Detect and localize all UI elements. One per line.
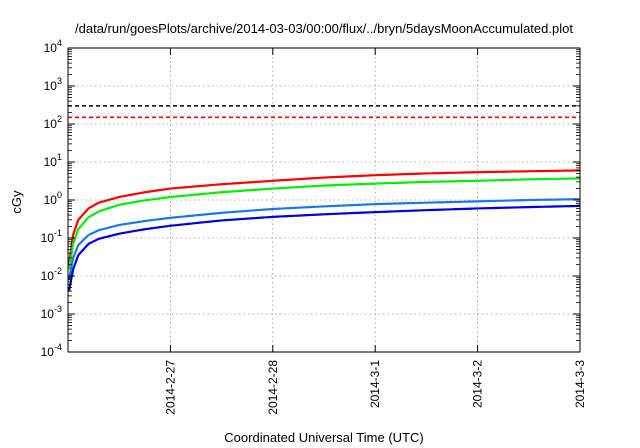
reference-lines — [68, 105, 580, 119]
x-axis: 2014-2-27 2014-2-28 2014-3-1 2014-3-2 2014-3… — [163, 48, 587, 415]
series-line — [67, 169, 581, 265]
x-tick-label: 2014-3-1 — [368, 360, 382, 408]
y-tick-label: 10-3 — [41, 304, 62, 321]
y-tick-label: 104 — [44, 38, 62, 55]
grid — [68, 48, 580, 352]
x-tick-label: 2014-3-3 — [573, 360, 587, 408]
x-tick-label: 2014-2-27 — [163, 360, 177, 415]
y-tick-label: 10-1 — [41, 228, 62, 245]
series-line — [67, 177, 581, 270]
x-tick-label: 2014-3-2 — [471, 360, 485, 408]
x-tick-label: 2014-2-28 — [266, 360, 280, 415]
series-lines — [67, 169, 581, 292]
chart-title: /data/run/goesPlots/archive/2014-03-03/0… — [75, 21, 573, 36]
y-tick-label: 102 — [44, 114, 62, 131]
series-line — [67, 204, 581, 292]
y-axis: 10-4 10-3 10-2 10-1 100 101 102 103 104 — [41, 38, 580, 359]
series-line — [67, 198, 581, 280]
y-tick-label: 100 — [44, 190, 62, 207]
y-tick-label: 10-4 — [41, 342, 62, 359]
y-tick-label: 101 — [44, 152, 62, 169]
y-axis-label: cGy — [9, 190, 24, 214]
y-tick-label: 10-2 — [41, 266, 62, 283]
x-axis-label: Coordinated Universal Time (UTC) — [224, 430, 423, 445]
y-tick-label: 103 — [44, 76, 62, 93]
